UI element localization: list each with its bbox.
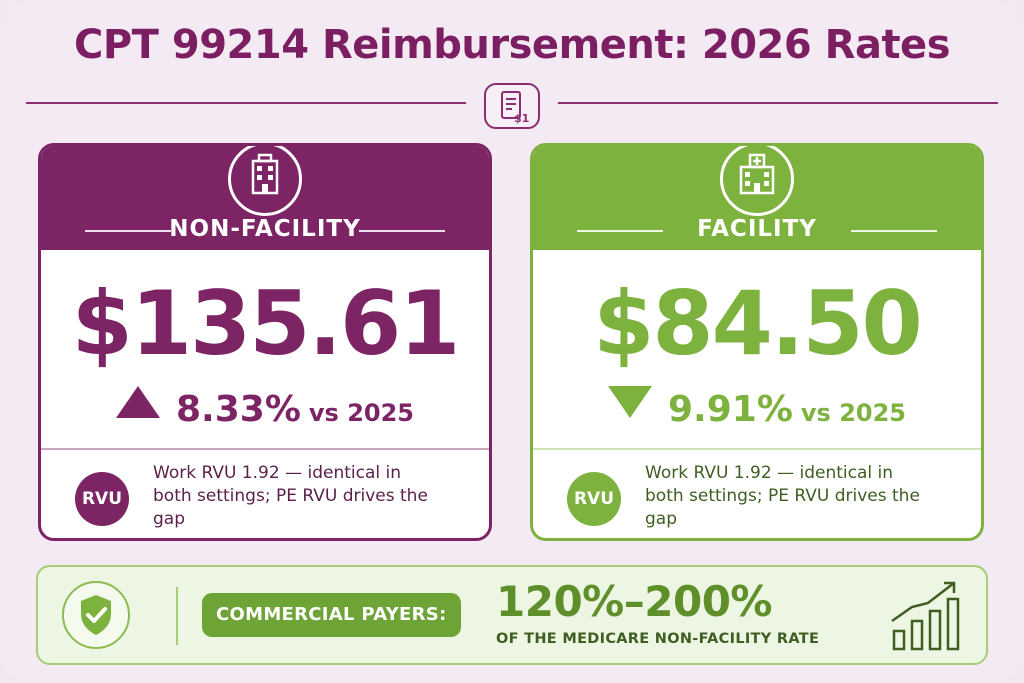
arrow-up-icon [116, 386, 160, 418]
shield-check-icon [62, 581, 130, 649]
facility-label: FACILITY [697, 216, 817, 242]
svg-text:$1: $1 [514, 112, 529, 125]
header-line-right [851, 230, 937, 232]
commercial-payers-banner: COMMERCIAL PAYERS: 120%–200% OF THE MEDI… [36, 565, 988, 665]
facility-vs: vs 2025 [800, 399, 906, 427]
non-facility-card: NON-FACILITY $135.61 8.33% vs 2025 RVU Wo… [38, 143, 492, 541]
rvu-badge: RVU [567, 472, 621, 526]
facility-rvu-note: Work RVU 1.92 — identical in both settin… [645, 463, 920, 529]
office-building-icon [228, 146, 302, 216]
header-line-left [577, 230, 663, 232]
invoice-document-icon: $1 [484, 83, 540, 129]
non-facility-price: $135.61 [71, 272, 461, 375]
non-facility-header: NON-FACILITY [41, 146, 489, 250]
title-rule-right [558, 102, 998, 104]
arrow-down-icon [608, 386, 652, 418]
facility-change: 9.91% vs 2025 [533, 386, 981, 430]
facility-price: $84.50 [593, 272, 923, 375]
facility-card: FACILITY $84.50 9.91% vs 2025 RVU Work RV… [530, 143, 984, 541]
non-facility-change: 8.33% vs 2025 [41, 386, 489, 430]
banner-separator [176, 587, 178, 645]
non-facility-rvu-note: Work RVU 1.92 — identical in both settin… [153, 463, 428, 529]
rvu-badge: RVU [75, 472, 129, 526]
card-divider [41, 448, 489, 450]
facility-header: FACILITY [533, 146, 981, 250]
commercial-payers-label: COMMERCIAL PAYERS: [202, 593, 461, 637]
commercial-range: 120%–200% [496, 577, 773, 626]
hospital-icon [720, 146, 794, 216]
header-line-left [85, 230, 171, 232]
page-title: CPT 99214 Reimbursement: 2026 Rates [74, 22, 951, 68]
bar-chart-growth-icon [886, 577, 970, 655]
facility-change-pct: 9.91% [668, 389, 793, 430]
header-line-right [359, 230, 445, 232]
non-facility-change-pct: 8.33% [176, 389, 301, 430]
card-divider [533, 448, 981, 450]
non-facility-vs: vs 2025 [308, 399, 414, 427]
non-facility-label: NON-FACILITY [169, 216, 361, 242]
commercial-subtitle: OF THE MEDICARE NON-FACILITY RATE [496, 631, 820, 647]
title-rule-left [26, 102, 466, 104]
